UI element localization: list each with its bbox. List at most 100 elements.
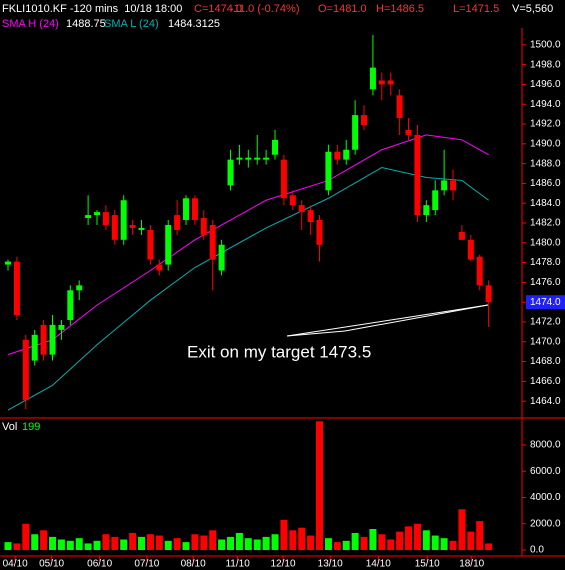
- volume-bar: [467, 531, 475, 551]
- last-price-label: 1474.0: [530, 297, 561, 308]
- volume-bar: [262, 536, 270, 551]
- x-tick-label: 07/10: [134, 559, 159, 570]
- candle-body: [13, 261, 20, 316]
- candle-body: [120, 200, 127, 240]
- volume-bar: [342, 540, 350, 551]
- volume-bar: [22, 523, 30, 551]
- volume-last: 199: [22, 421, 40, 433]
- candle-body: [450, 180, 457, 191]
- volume-bar: [146, 534, 154, 551]
- volume-bar: [449, 540, 457, 551]
- legend-label: SMA H (24): [2, 18, 59, 30]
- y-tick-label: 1494.0: [530, 99, 561, 110]
- candle-body: [289, 195, 296, 206]
- candle-body: [183, 198, 190, 221]
- candle-body: [138, 227, 145, 230]
- candle-body: [458, 231, 465, 240]
- volume-bar: [66, 540, 74, 551]
- volume-bar: [209, 530, 217, 551]
- volume-bar: [431, 535, 439, 551]
- candle-body: [22, 339, 29, 401]
- volume-bar: [476, 521, 484, 551]
- volume-bar: [244, 538, 252, 551]
- x-tick-label: 06/10: [87, 559, 112, 570]
- volume-bar: [218, 539, 226, 551]
- volume-bar: [235, 532, 243, 551]
- volume-bar: [49, 536, 57, 551]
- volume-info: V=5,560: [512, 3, 553, 15]
- candle-body: [40, 324, 47, 355]
- volume-bar: [289, 530, 297, 551]
- volume-bar: [324, 538, 332, 551]
- candle-body: [227, 159, 234, 186]
- y-tick-label: 1490.0: [530, 138, 561, 149]
- x-tick-label: 11/10: [225, 559, 250, 570]
- volume-bar: [200, 535, 208, 551]
- candle-body: [352, 115, 359, 150]
- y-tick-label: 4000.0: [530, 492, 561, 503]
- volume-bar: [84, 543, 92, 551]
- y-tick-label: 1468.0: [530, 356, 561, 367]
- candle-body: [485, 285, 492, 303]
- y-tick-label: 1472.0: [530, 317, 561, 328]
- candle-body: [334, 151, 341, 160]
- candle-body: [263, 157, 270, 160]
- candle-body: [396, 95, 403, 119]
- volume-bar: [138, 536, 146, 551]
- sma-line: [7, 134, 489, 356]
- candle-body: [31, 334, 38, 361]
- symbol: FKLI1010.KF -120 mins 10/18 18:00: [2, 3, 182, 15]
- volume-bar: [120, 539, 128, 551]
- volume-bar: [271, 534, 279, 551]
- volume-bar: [40, 530, 48, 551]
- candle-body: [325, 151, 332, 191]
- y-tick-label: 1476.0: [530, 277, 561, 288]
- y-tick-label: 1482.0: [530, 218, 561, 229]
- volume-bar: [378, 534, 386, 551]
- x-tick-label: 14/10: [366, 559, 391, 570]
- volume-bar: [129, 532, 137, 551]
- open-info: O=1481.0: [318, 3, 367, 15]
- candle-body: [156, 264, 163, 271]
- candle-body: [147, 229, 154, 260]
- candle-body: [85, 215, 92, 219]
- x-tick-label: 05/10: [39, 559, 64, 570]
- candle-body: [378, 80, 385, 85]
- candle-body: [129, 224, 136, 228]
- y-tick-label: 1480.0: [530, 237, 561, 248]
- candle-body: [218, 244, 225, 271]
- annotation-line: [344, 304, 489, 332]
- candle-body: [94, 212, 101, 216]
- volume-bar: [422, 530, 430, 551]
- candle-body: [272, 139, 279, 155]
- low-info: L=1471.5: [453, 3, 499, 15]
- candle-body: [200, 218, 207, 235]
- volume-bar: [31, 534, 39, 551]
- candle-body: [67, 290, 74, 320]
- y-tick-label: 1500.0: [530, 39, 561, 50]
- candle-body: [432, 190, 439, 211]
- volume-bar: [413, 523, 421, 551]
- candle-body: [467, 239, 474, 260]
- volume-bar: [164, 540, 172, 551]
- y-tick-label: 1492.0: [530, 119, 561, 130]
- annotation-line: [286, 330, 346, 337]
- volume-title: Vol: [2, 421, 17, 433]
- volume-bar: [155, 535, 163, 551]
- y-tick-label: 2000.0: [530, 518, 561, 529]
- candle-body: [76, 285, 83, 291]
- candle-body: [111, 215, 118, 240]
- candle-body: [387, 80, 394, 85]
- volume-bar: [369, 528, 377, 551]
- x-tick-label: 18/10: [459, 559, 484, 570]
- y-tick-label: 1486.0: [530, 178, 561, 189]
- volume-bar: [333, 542, 341, 551]
- volume-bar: [111, 536, 119, 551]
- y-tick-label: 8000.0: [530, 440, 561, 451]
- volume-bar: [227, 536, 235, 551]
- volume-bar: [440, 538, 448, 551]
- candle-body: [414, 134, 421, 216]
- y-tick-label: 1488.0: [530, 158, 561, 169]
